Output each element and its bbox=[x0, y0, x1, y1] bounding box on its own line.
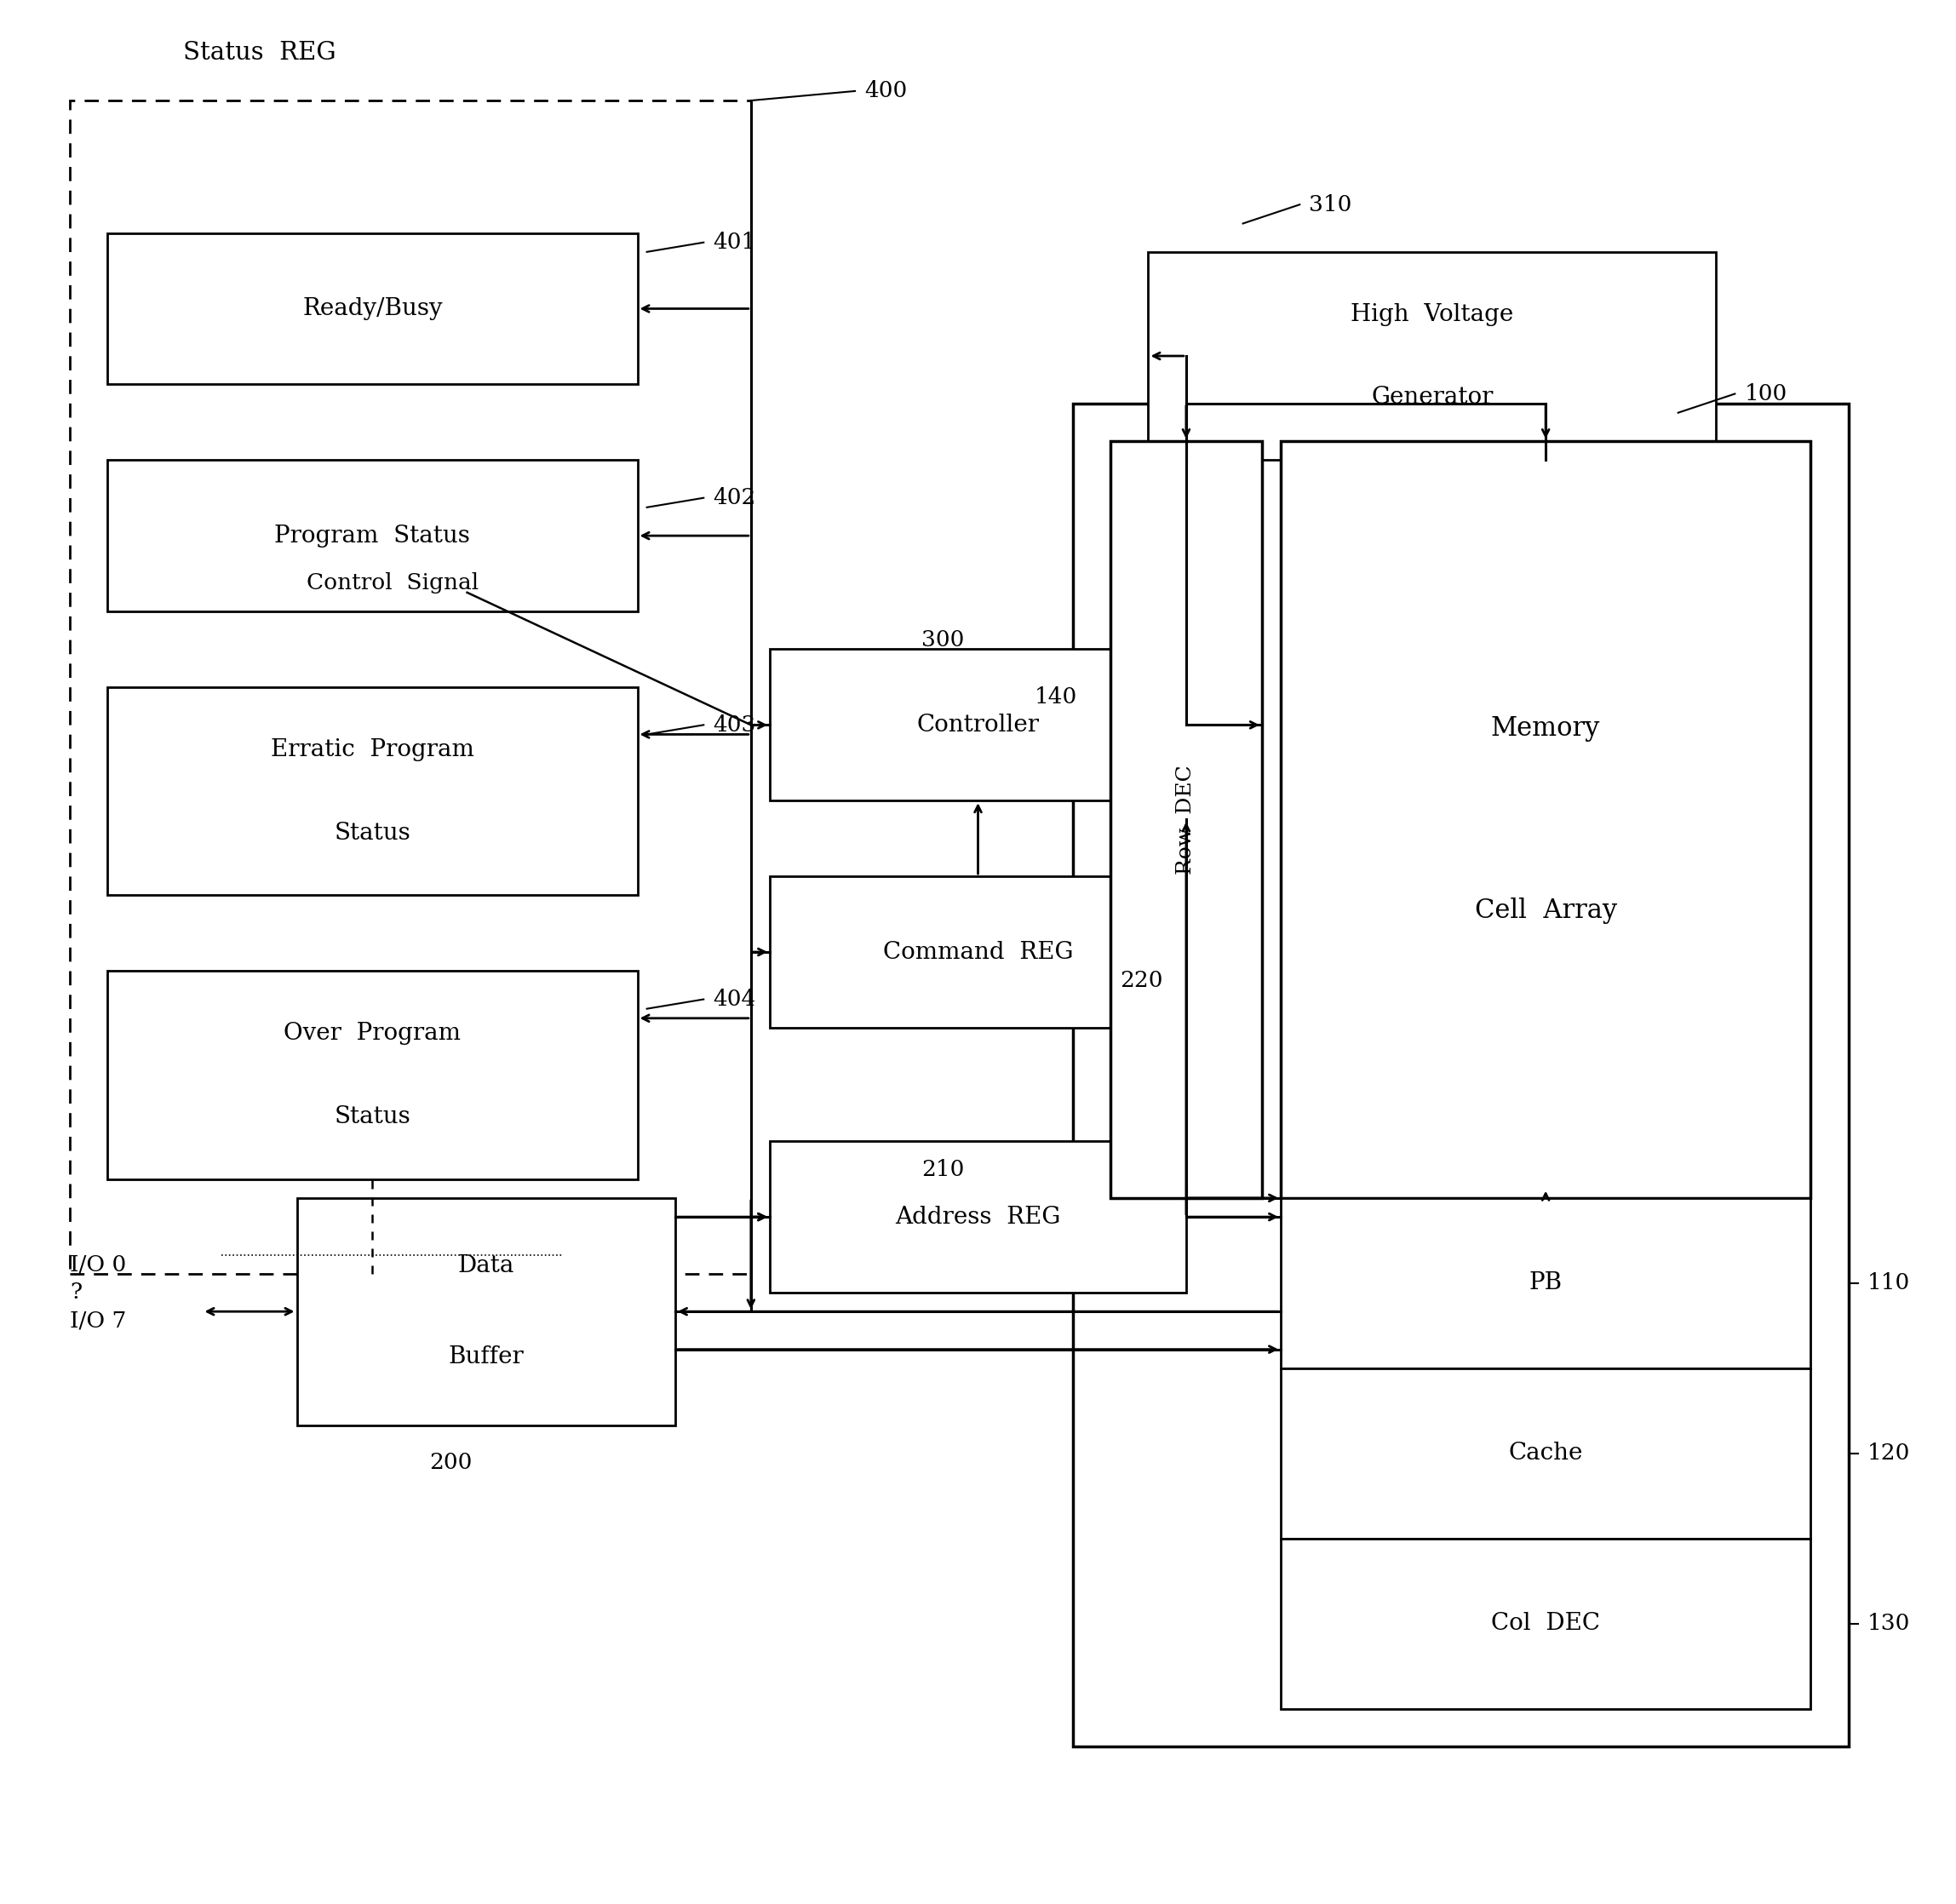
Text: Over  Program: Over Program bbox=[284, 1022, 462, 1045]
Bar bbox=[771, 1140, 1185, 1293]
Bar bbox=[1072, 404, 1848, 1746]
Text: 404: 404 bbox=[714, 988, 755, 1009]
Text: Cache: Cache bbox=[1508, 1441, 1582, 1464]
Bar bbox=[1281, 1369, 1811, 1538]
Bar bbox=[1281, 1198, 1811, 1369]
Text: Row  DEC: Row DEC bbox=[1176, 765, 1195, 874]
Text: 100: 100 bbox=[1745, 383, 1788, 404]
Text: 210: 210 bbox=[921, 1160, 964, 1180]
Text: Buffer: Buffer bbox=[448, 1346, 524, 1369]
Text: High  Voltage: High Voltage bbox=[1352, 303, 1514, 326]
Text: Ready/Busy: Ready/Busy bbox=[303, 297, 442, 320]
Text: 300: 300 bbox=[921, 628, 964, 651]
Bar bbox=[1148, 251, 1715, 461]
Text: Generator: Generator bbox=[1371, 387, 1492, 409]
Bar bbox=[108, 971, 638, 1179]
Bar bbox=[297, 1198, 675, 1424]
Text: Cell  Array: Cell Array bbox=[1475, 897, 1618, 923]
Text: 400: 400 bbox=[865, 80, 908, 101]
Text: Status  REG: Status REG bbox=[184, 42, 336, 65]
Text: Status: Status bbox=[334, 821, 411, 843]
Bar bbox=[108, 232, 638, 385]
Text: Control  Signal: Control Signal bbox=[307, 573, 479, 594]
Text: 120: 120 bbox=[1868, 1443, 1911, 1464]
Text: Erratic  Program: Erratic Program bbox=[270, 739, 473, 762]
Text: 140: 140 bbox=[1035, 685, 1078, 706]
Bar bbox=[771, 649, 1185, 800]
Text: 110: 110 bbox=[1868, 1272, 1911, 1295]
Text: 220: 220 bbox=[1121, 969, 1164, 990]
Text: 200: 200 bbox=[428, 1453, 471, 1474]
Text: I/O 0
?
I/O 7: I/O 0 ? I/O 7 bbox=[70, 1255, 127, 1331]
Text: PB: PB bbox=[1530, 1272, 1563, 1295]
Bar bbox=[771, 876, 1185, 1028]
Text: Address  REG: Address REG bbox=[896, 1205, 1060, 1228]
Bar bbox=[1281, 442, 1811, 1198]
Text: Data: Data bbox=[458, 1255, 514, 1278]
Bar bbox=[1281, 1538, 1811, 1710]
Text: Memory: Memory bbox=[1490, 716, 1600, 743]
Text: Status: Status bbox=[334, 1104, 411, 1127]
Text: 310: 310 bbox=[1309, 194, 1352, 215]
Text: 402: 402 bbox=[714, 487, 755, 508]
Text: Program  Status: Program Status bbox=[274, 524, 469, 546]
Text: 130: 130 bbox=[1868, 1613, 1911, 1634]
Bar bbox=[1111, 442, 1262, 1198]
Bar bbox=[108, 461, 638, 611]
Text: Command  REG: Command REG bbox=[882, 941, 1074, 963]
Text: 403: 403 bbox=[714, 714, 755, 735]
Text: Col  DEC: Col DEC bbox=[1490, 1613, 1600, 1636]
Bar bbox=[70, 101, 751, 1274]
Text: 401: 401 bbox=[714, 232, 755, 253]
Text: Controller: Controller bbox=[917, 714, 1039, 737]
Bar bbox=[108, 687, 638, 895]
